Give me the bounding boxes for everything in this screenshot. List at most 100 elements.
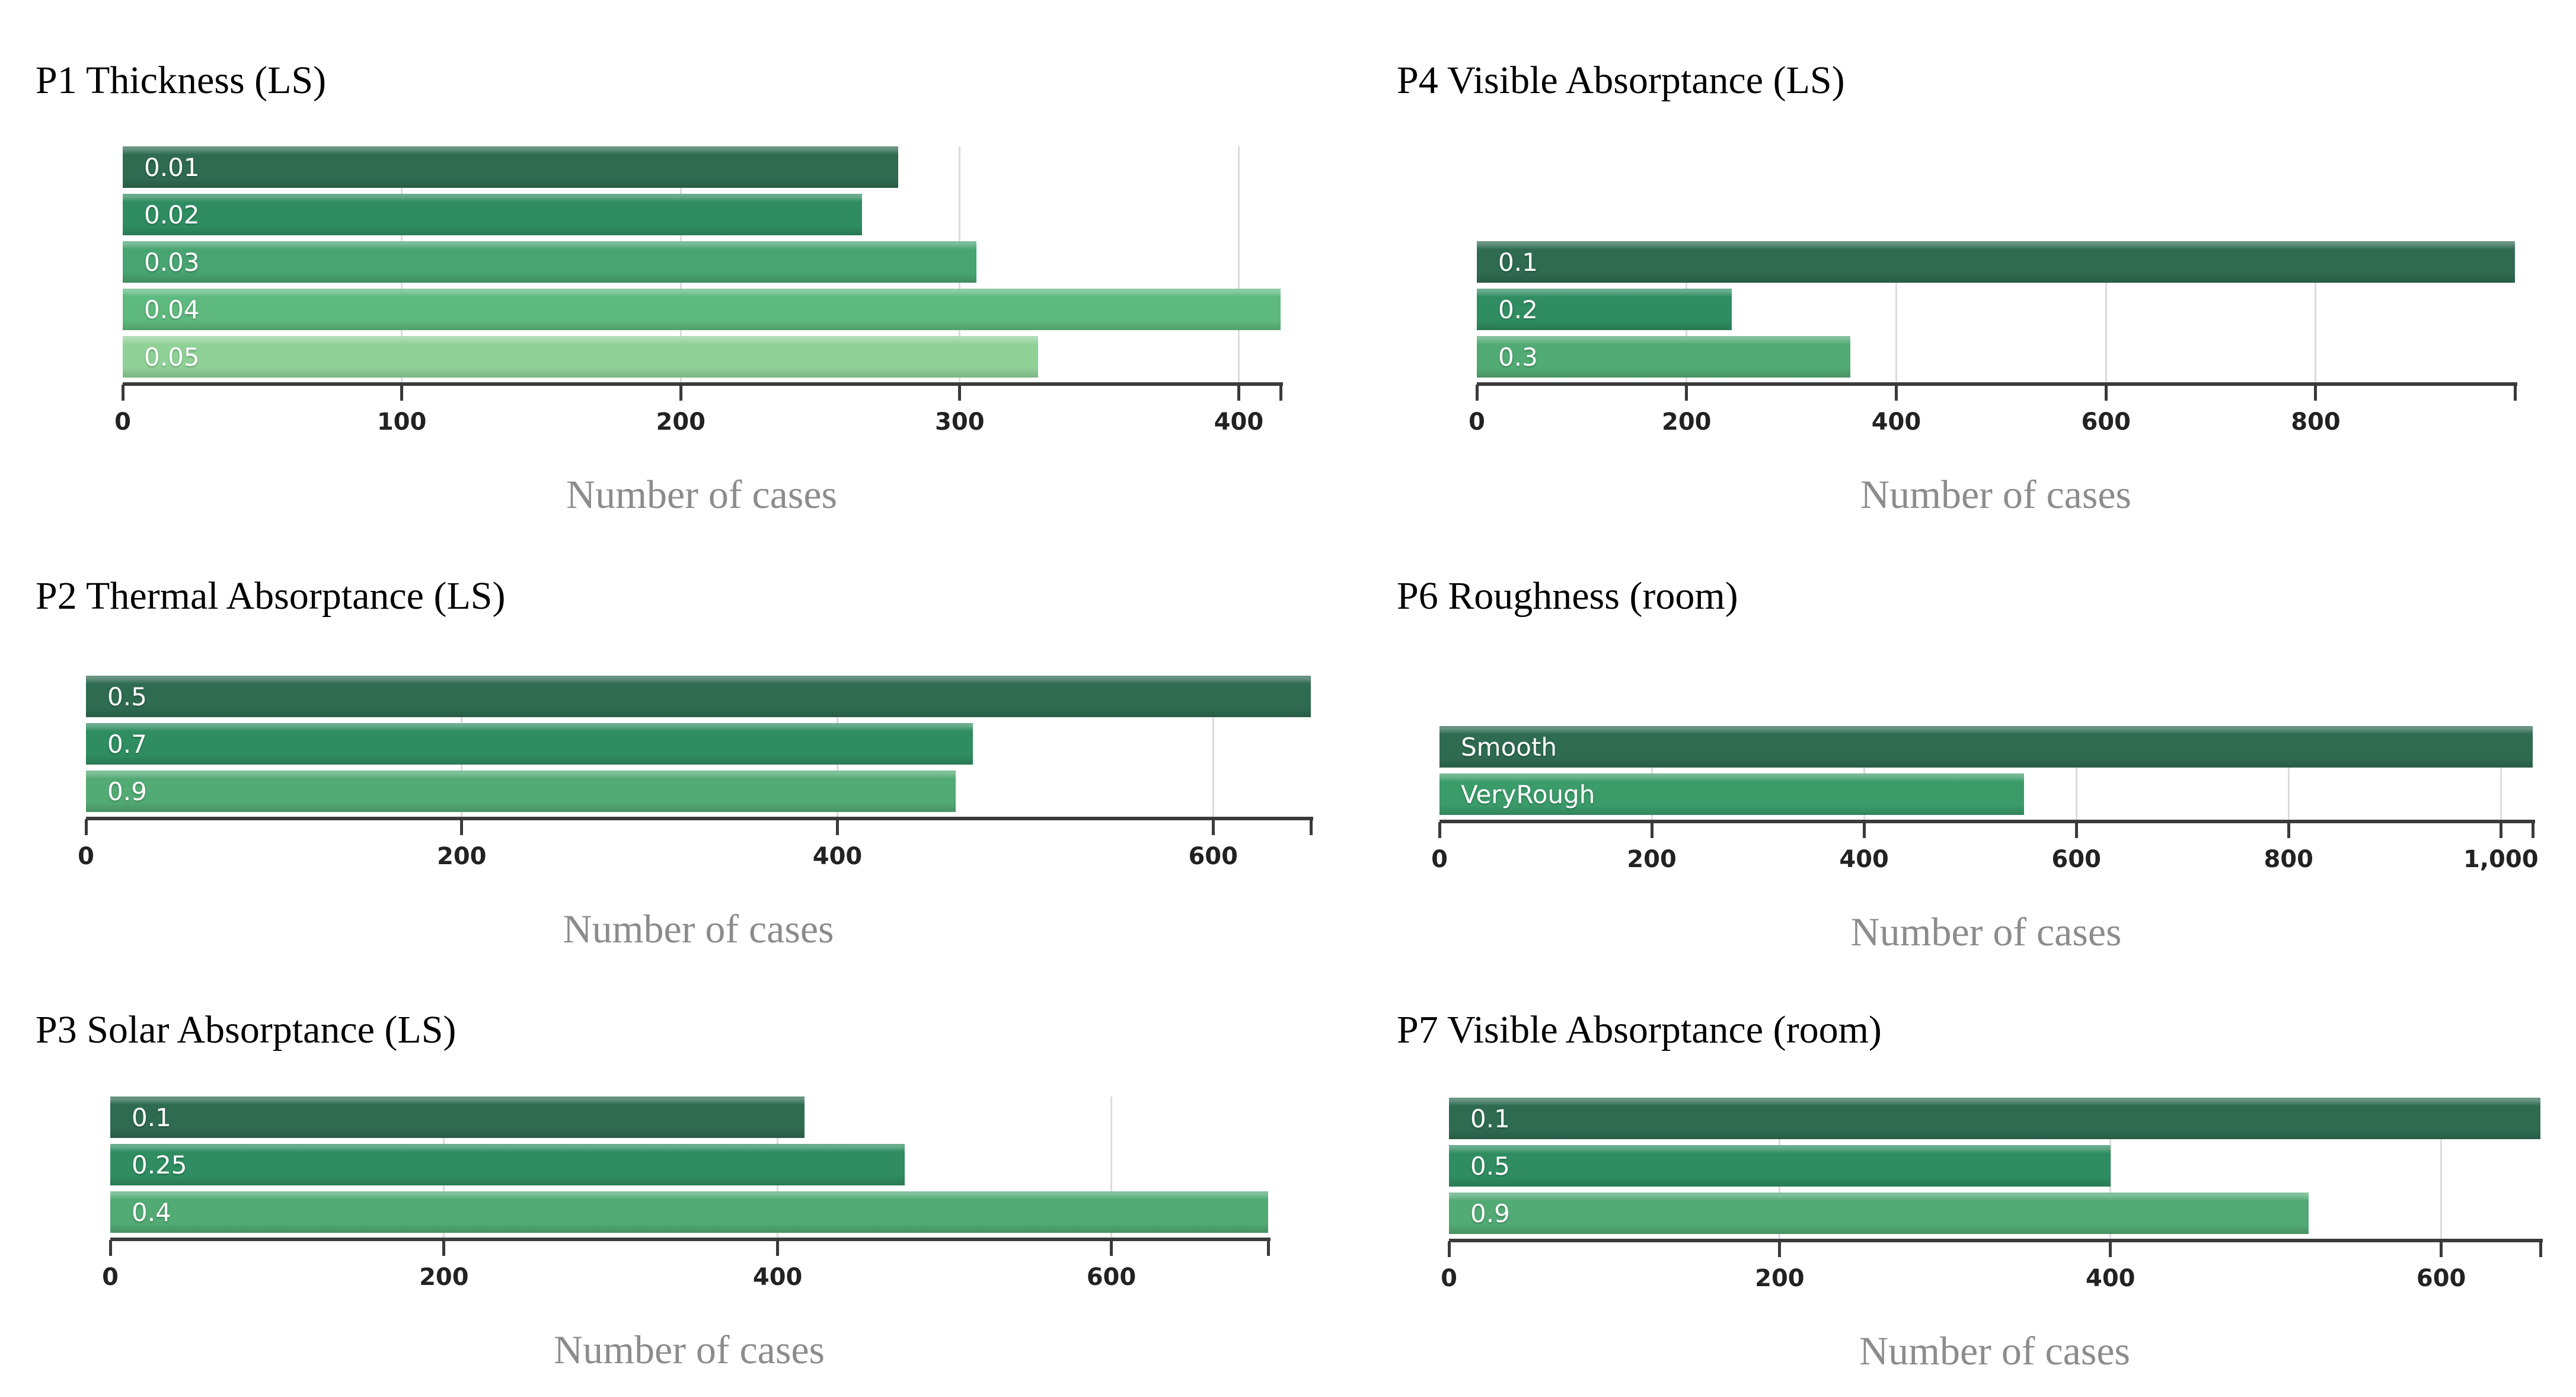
bar-label: 0.03	[144, 247, 200, 277]
axis-tick	[1685, 385, 1688, 401]
bar-label: VeryRough	[1461, 779, 1595, 809]
axis-tick	[1211, 819, 1215, 835]
axis-tick-label: 0	[1469, 408, 1485, 436]
axis-tick	[460, 819, 464, 835]
bar-0.2: 0.2	[1477, 289, 1732, 330]
plot-area: Smooth VeryRough	[1439, 726, 2533, 820]
axis-tick	[2314, 385, 2318, 401]
x-axis-line	[1477, 382, 2517, 386]
bar-label: 0.5	[107, 682, 147, 711]
bar-label: 0.2	[1498, 295, 1538, 324]
bar-0.02: 0.02	[123, 194, 863, 235]
bar-0.1: 0.1	[1477, 241, 2515, 283]
axis-tick-label: 200	[1755, 1265, 1805, 1292]
axis-tick	[2531, 822, 2534, 838]
bar-0.3: 0.3	[1477, 336, 1850, 378]
axis-tick-label: 0	[78, 843, 94, 870]
axis-tick-label: 0	[102, 1264, 119, 1291]
chart-title: P4 Visible Absorptance (LS)	[1397, 59, 1845, 102]
x-axis-line	[86, 817, 1313, 820]
axis-tick	[2074, 822, 2078, 838]
axis-tick	[1650, 822, 1654, 838]
x-axis-line	[123, 382, 1283, 386]
axis-tick	[2440, 1241, 2443, 1257]
chart-title: P1 Thickness (LS)	[36, 59, 327, 102]
bar-label: 0.7	[107, 729, 147, 759]
bar-label: 0.1	[132, 1102, 171, 1132]
axis-tick	[1894, 385, 1898, 401]
axis-tick-label: 100	[376, 408, 427, 436]
axis-tick	[1475, 385, 1479, 401]
axis-tick	[1309, 819, 1313, 835]
axis-tick-label: 400	[1871, 408, 1921, 436]
axis-tick-label: 400	[812, 843, 863, 870]
bar-0.04: 0.04	[123, 289, 1281, 330]
axis-tick-label: 0	[114, 408, 131, 436]
gridline	[1895, 241, 1897, 382]
bar-0.1: 0.1	[1449, 1098, 2540, 1139]
bar-label: 0.4	[132, 1197, 171, 1227]
axis-tick-label: 400	[752, 1264, 803, 1291]
axis-tick	[2109, 1241, 2112, 1257]
axis-tick-label: 800	[2264, 846, 2313, 873]
axis-tick	[121, 385, 125, 401]
axis-tick	[2513, 385, 2517, 401]
axis-tick	[1237, 385, 1240, 401]
bar-0.1: 0.1	[110, 1096, 805, 1138]
gridline	[1212, 676, 1214, 817]
axis-tick-label: 600	[2081, 408, 2131, 436]
axis-tick	[1778, 1241, 1782, 1257]
bar-0.5: 0.5	[86, 676, 1311, 717]
axis-tick	[400, 385, 404, 401]
axis-tick-label: 0	[1441, 1265, 1457, 1292]
x-axis-label: Number of cases	[1850, 909, 2122, 954]
axis-tick-label: 200	[1627, 846, 1677, 873]
gridline	[2315, 241, 2317, 382]
axis-tick	[1266, 1240, 1270, 1256]
axis-tick-label: 600	[2416, 1265, 2466, 1292]
bar-label: 0.01	[144, 152, 200, 182]
axis-tick	[958, 385, 962, 401]
axis-tick	[1862, 822, 1866, 838]
x-axis-label: Number of cases	[1860, 472, 2131, 517]
plot-area: 0.1 0.2 0.3	[1477, 241, 2515, 382]
bar-0.25: 0.25	[110, 1144, 905, 1185]
bar-label: 0.04	[144, 295, 200, 324]
bar-label: 0.25	[132, 1150, 187, 1179]
bar-0.7: 0.7	[86, 723, 973, 765]
gridline	[1237, 146, 1240, 382]
axis-tick	[679, 385, 682, 401]
chart-title: P7 Visible Absorptance (room)	[1397, 1008, 1882, 1051]
chart-title: P3 Solar Absorptance (LS)	[36, 1008, 457, 1051]
axis-tick-label: 400	[1839, 846, 1889, 873]
plot-area: 0.1 0.5 0.9	[1449, 1098, 2540, 1239]
bar-label: Smooth	[1461, 732, 1557, 762]
plot-area: 0.01 0.02 0.03 0.04 0.05	[123, 146, 1281, 382]
axis-tick	[1447, 1241, 1451, 1257]
x-axis-line	[1449, 1239, 2543, 1242]
gridline	[2287, 726, 2290, 820]
gridline	[2109, 1098, 2112, 1239]
axis-tick	[2104, 385, 2108, 401]
plot-area: 0.1 0.25 0.4	[110, 1096, 1268, 1238]
axis-tick-label: 0	[1431, 846, 1448, 873]
axis-tick-label: 200	[656, 408, 706, 436]
axis-tick-label: 600	[1086, 1264, 1137, 1291]
bar-label: 0.1	[1470, 1104, 1510, 1133]
x-axis-label: Number of cases	[554, 1327, 825, 1372]
bar-0.4: 0.4	[110, 1191, 1268, 1233]
x-axis-line	[1439, 820, 2535, 823]
chart-title: P6 Roughness (room)	[1397, 574, 1738, 618]
axis-tick-label: 1,000	[2463, 846, 2539, 873]
bar-Smooth: Smooth	[1439, 726, 2533, 768]
x-axis-label: Number of cases	[566, 472, 837, 517]
gridline	[1863, 726, 1865, 820]
bar-0.5: 0.5	[1449, 1145, 2111, 1187]
bar-label: 0.05	[144, 342, 200, 372]
x-axis-label: Number of cases	[1859, 1328, 2130, 1373]
gridline	[2075, 726, 2077, 820]
axis-tick-label: 800	[2291, 408, 2341, 436]
axis-tick	[2499, 822, 2502, 838]
bar-0.01: 0.01	[123, 146, 899, 188]
